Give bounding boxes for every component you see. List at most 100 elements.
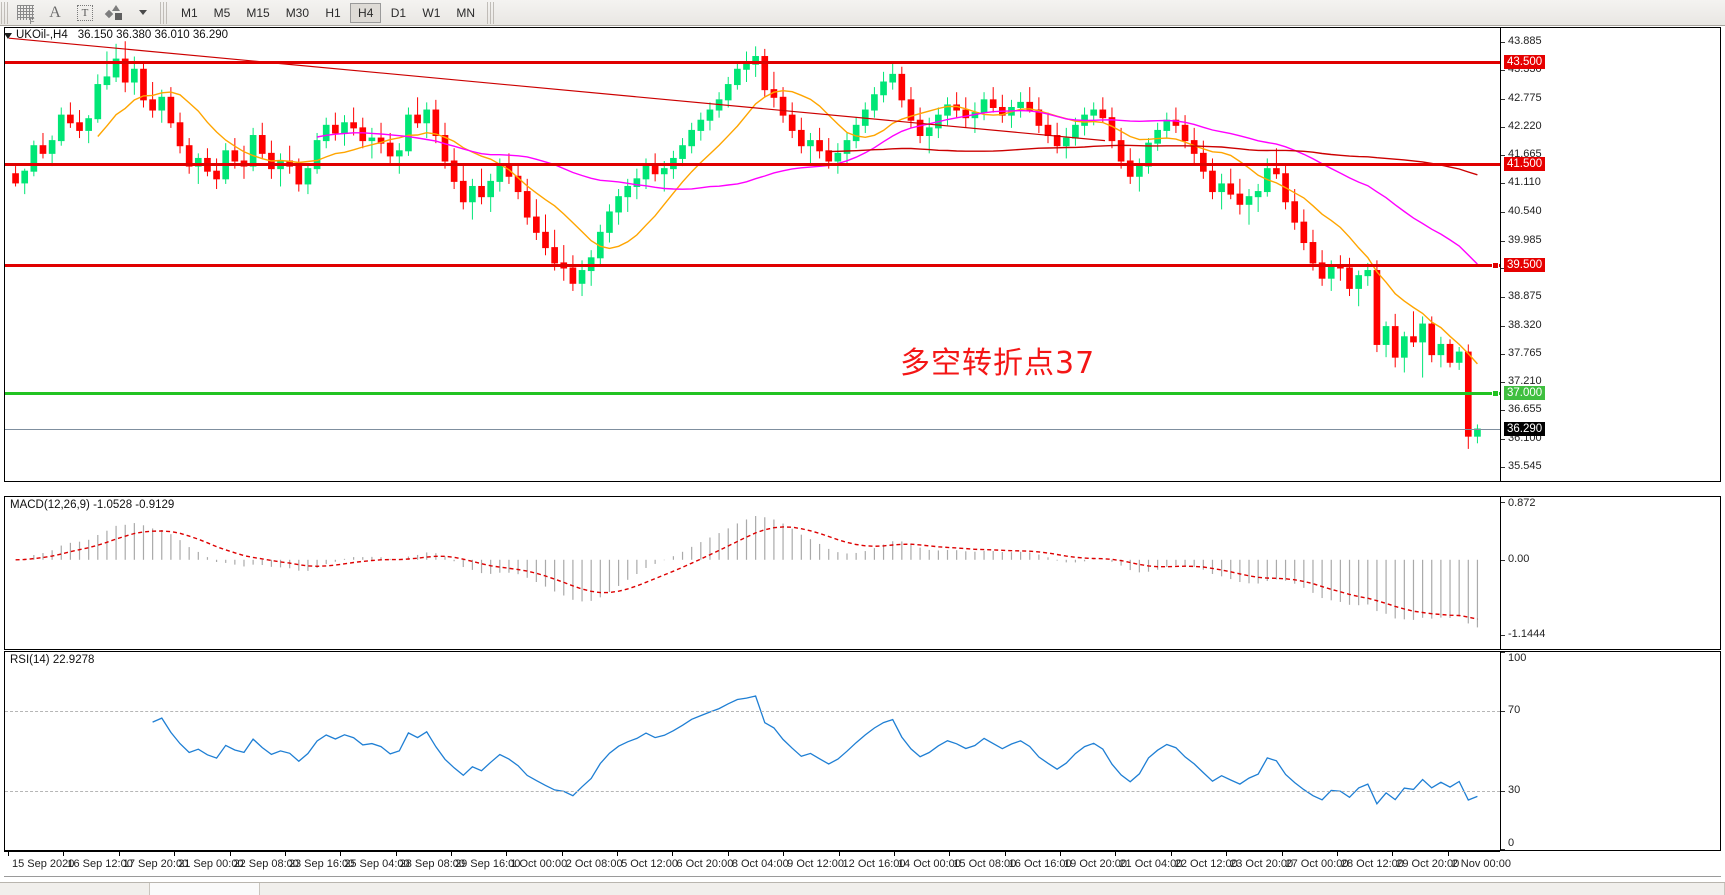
status-seg-2 <box>150 883 260 895</box>
text-box-icon[interactable]: T <box>70 1 100 25</box>
candle <box>743 51 750 83</box>
candle <box>514 163 522 200</box>
candle <box>121 41 129 93</box>
timeframe-m5[interactable]: M5 <box>213 5 231 20</box>
candle <box>761 48 769 98</box>
price-chart-pane[interactable]: 多空转折点37 43.885 43.330 42.775 42.220 41.665 41.… <box>4 27 1721 482</box>
candle <box>843 132 851 164</box>
candle <box>332 112 339 141</box>
price-tick-label: 39.985 <box>1508 233 1542 246</box>
candle <box>377 122 385 154</box>
candle <box>469 178 476 220</box>
time-tick <box>949 851 951 856</box>
candle <box>1428 316 1436 363</box>
candle <box>85 115 92 144</box>
timeframe-m30[interactable]: M30 <box>285 5 310 20</box>
price-tick <box>1501 70 1505 72</box>
timeframe-h4[interactable]: H4 <box>350 2 382 23</box>
timeframe-m1[interactable]: M1 <box>181 5 198 20</box>
candle <box>770 71 778 108</box>
candle <box>1254 183 1262 212</box>
time-tick-label: 27 Oct 00:00 <box>1285 858 1349 870</box>
time-tick-label: 2 Oct 08:00 <box>565 858 623 870</box>
timeframe-m15[interactable]: M15 <box>246 5 270 20</box>
candle <box>1017 92 1024 118</box>
rsi-tick-label: 0 <box>1508 837 1515 849</box>
time-tick <box>1281 851 1283 856</box>
candle <box>313 132 321 174</box>
time-tick <box>1392 851 1394 856</box>
candle <box>1035 97 1043 133</box>
candle <box>1464 344 1472 449</box>
chevron-down-icon[interactable] <box>130 1 156 25</box>
timeframe-h1[interactable]: H1 <box>325 5 341 20</box>
toolbar-drag-handle[interactable] <box>1 1 10 24</box>
time-tick-label: 14 Oct 00:00 <box>897 858 961 870</box>
candle <box>1446 339 1454 368</box>
level-anchor-handle[interactable] <box>1492 262 1499 270</box>
timeframe-w1[interactable]: W1 <box>422 5 441 20</box>
price-tick-label: 38.320 <box>1508 318 1542 331</box>
candle <box>386 132 394 164</box>
ma-magenta-line <box>316 109 1478 265</box>
candlestick-series <box>8 37 1481 449</box>
candle <box>1227 168 1235 200</box>
level-anchor-handle[interactable] <box>1492 389 1499 397</box>
price-tick <box>1501 212 1505 214</box>
time-tick <box>1115 851 1117 856</box>
time-tick <box>451 851 452 856</box>
price-tick <box>1501 353 1505 355</box>
candle <box>1419 316 1426 378</box>
rsi-pane[interactable]: 100 70 30 0 <box>4 651 1721 851</box>
candle <box>322 117 330 149</box>
time-tick <box>1170 851 1172 856</box>
rsi-band-30 <box>5 790 1500 792</box>
rsi-tick-label: 30 <box>1508 783 1521 796</box>
time-tick <box>672 851 674 856</box>
candle <box>341 115 348 146</box>
time-tick <box>284 851 286 856</box>
candle <box>286 145 294 174</box>
candle <box>542 214 549 256</box>
resistance-41500[interactable] <box>5 162 1500 166</box>
status-bar <box>0 882 1725 895</box>
time-tick <box>118 851 120 856</box>
candle <box>76 110 83 139</box>
last-price-36290[interactable] <box>5 429 1500 431</box>
macd-pane[interactable]: 0.872 0.00 -1.1444 <box>4 496 1721 650</box>
shapes-icon[interactable] <box>100 1 130 25</box>
chart-annotation-text[interactable]: 多空转折点37 <box>900 346 1096 381</box>
time-tick-label: 2 Nov 00:00 <box>1451 858 1511 870</box>
timeframe-d1[interactable]: D1 <box>390 5 407 20</box>
candle <box>478 168 485 205</box>
time-tick-label: 15 Sep 2020 <box>12 858 75 870</box>
time-tick <box>1004 851 1006 856</box>
candle <box>1008 99 1015 128</box>
time-axis: 15 Sep 2020 16 Sep 12:00 17 Sep 20:00 21 Se… <box>4 851 1721 879</box>
status-seg-1 <box>0 883 150 895</box>
candle <box>852 117 860 149</box>
candle <box>140 61 147 108</box>
candle <box>30 140 38 177</box>
candle <box>1044 112 1052 144</box>
candle <box>816 127 823 159</box>
price-tick <box>1501 297 1505 299</box>
pivot-37000[interactable] <box>5 391 1500 395</box>
candle <box>1401 331 1408 373</box>
price-tag-41500: 41.500 <box>1504 156 1546 171</box>
candle <box>980 92 988 121</box>
timeframe-mn[interactable]: MN <box>456 5 476 20</box>
candle <box>103 51 111 90</box>
rsi-tick <box>1501 790 1505 792</box>
text-label-icon[interactable]: A <box>49 3 61 21</box>
grid-f-icon[interactable] <box>10 1 40 26</box>
time-tick-label: 28 Sep 08:00 <box>399 858 466 870</box>
collapse-caret-icon[interactable] <box>4 32 12 39</box>
support-39500[interactable] <box>5 264 1500 268</box>
candle <box>1053 122 1061 154</box>
price-tick-label: 42.220 <box>1508 119 1542 132</box>
time-tick-label: 29 Sep 16:00 <box>454 858 521 870</box>
symbol-info-bar: UKOil-,H4 36.150 36.380 36.010 36.290 <box>0 27 1725 42</box>
resistance-43500[interactable] <box>5 60 1500 64</box>
candle <box>660 160 668 192</box>
